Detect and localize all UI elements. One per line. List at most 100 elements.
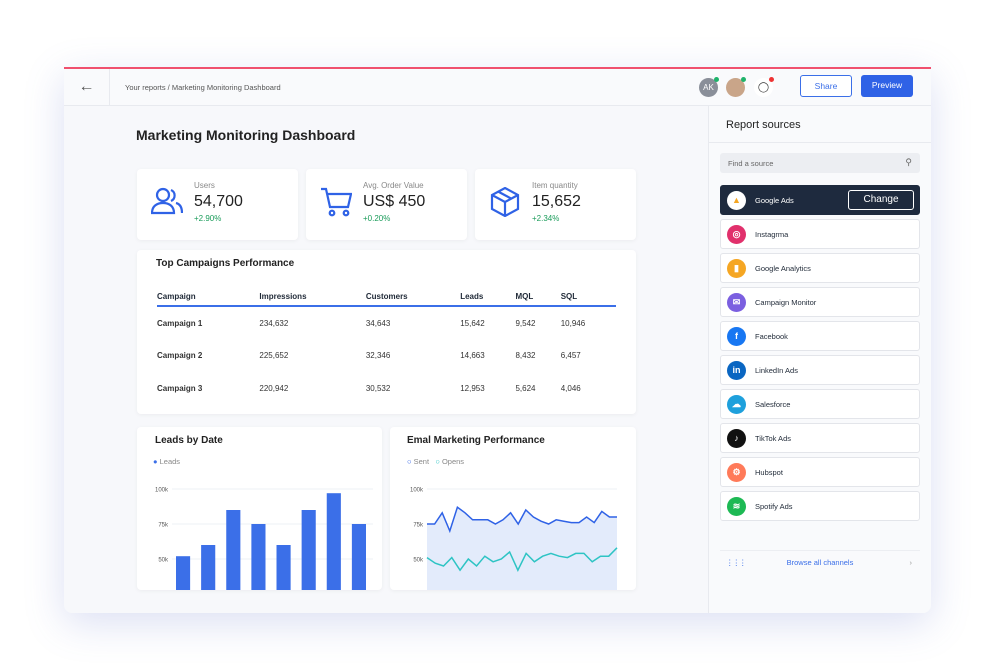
source-name: Google Analytics — [755, 264, 811, 273]
y-tick-label: 75k — [158, 523, 169, 529]
kpi-change: +0.20% — [363, 214, 391, 223]
section-title: Top Campaigns Performance — [156, 258, 295, 269]
email-line-chart: 025k50k75k100k01020304050607080910 — [410, 488, 618, 590]
source-search-input[interactable]: Find a source ⚲ — [720, 153, 920, 173]
legend-leads: ● Leads — [153, 457, 181, 466]
source-item[interactable]: f Facebook — [720, 321, 920, 351]
table-cell: Campaign 3 — [157, 384, 203, 393]
y-tick-label: 75k — [413, 523, 424, 529]
source-name: Google Ads — [755, 196, 794, 205]
breadcrumb[interactable]: Your reports / Marketing Monitoring Dash… — [125, 83, 281, 92]
kpi-value: 54,700 — [194, 193, 243, 210]
table-cell: 220,942 — [259, 384, 289, 393]
source-item[interactable]: ▮ Google Analytics — [720, 253, 920, 283]
source-item[interactable]: ✉ Campaign Monitor — [720, 287, 920, 317]
browse-all-channels-link[interactable]: ⋮⋮⋮ Browse all channels › — [720, 550, 920, 574]
table-cell: 32,346 — [365, 351, 391, 360]
legend-label: Leads — [159, 457, 181, 466]
share-button[interactable]: Share — [800, 75, 852, 97]
comments-icon[interactable]: ◯ — [754, 77, 774, 97]
bar — [201, 545, 216, 590]
kpi-order-value: Avg. Order Value US$ 450 +0.20% — [306, 169, 467, 240]
source-logo-icon: ✉ — [727, 293, 746, 312]
source-name: Hubspot — [755, 468, 783, 477]
table-cell: 10,946 — [560, 318, 586, 328]
source-name: Spotify Ads — [755, 502, 793, 511]
table-cell: 15,642 — [460, 318, 485, 328]
kpi-users: Users 54,700 +2.90% — [137, 169, 298, 240]
table-cell: 9,542 — [515, 318, 536, 328]
legend-sent: Sent — [413, 457, 430, 466]
source-name: TikTok Ads — [755, 434, 791, 443]
y-tick-label: 100k — [410, 488, 424, 494]
source-logo-icon: f — [727, 327, 746, 346]
kpi-item-quantity: Item quantity 15,652 +2.34% — [475, 169, 636, 240]
column-header: SQL — [560, 288, 616, 307]
source-name: Instagrma — [755, 230, 789, 239]
table-cell: 234,632 — [259, 318, 289, 328]
leads-bar-chart: 025k50k75k100k0105101520253001 — [155, 488, 373, 590]
chart-title: Emal Marketing Performance — [407, 435, 545, 446]
bar — [351, 524, 366, 590]
campaigns-table: Campaign Impressions Customers Leads MQL SQL C… — [157, 288, 616, 405]
source-logo-icon: ≋ — [727, 497, 746, 516]
table-cell: 5,624 — [515, 384, 536, 393]
table-cell: Campaign 2 — [157, 351, 203, 360]
column-header: Customers — [365, 288, 461, 307]
box-icon — [490, 187, 520, 217]
leads-chart-card: Leads by Date ● Leads 025k50k75k100k0105… — [137, 427, 382, 590]
table-cell: 8,432 — [515, 351, 536, 360]
change-button[interactable]: Change — [848, 190, 914, 210]
users-icon — [151, 187, 183, 215]
search-icon: ⚲ — [905, 157, 912, 167]
source-item[interactable]: ≋ Spotify Ads — [720, 491, 920, 521]
kpi-value: 15,652 — [532, 193, 581, 210]
source-item[interactable]: ⚙ Hubspot — [720, 457, 920, 487]
email-chart-card: Emal Marketing Performance ○ Sent ○ Open… — [390, 427, 636, 590]
bar — [276, 545, 291, 590]
preview-button[interactable]: Preview — [861, 75, 913, 97]
kpi-change: +2.90% — [194, 214, 222, 223]
search-placeholder: Find a source — [728, 159, 774, 168]
source-item[interactable]: ☁ Salesforce — [720, 389, 920, 419]
source-item[interactable]: ♪ TikTok Ads — [720, 423, 920, 453]
bar — [326, 493, 341, 590]
table-cell: 14,663 — [460, 351, 485, 360]
y-tick-label: 100k — [155, 488, 169, 494]
source-name: Facebook — [755, 332, 788, 341]
source-name: Campaign Monitor — [755, 298, 817, 307]
kpi-value: US$ 450 — [363, 193, 426, 210]
chevron-right-icon: › — [909, 558, 913, 567]
table-row: Campaign 2 225,652 32,346 14,663 8,432 6,457 — [157, 339, 616, 372]
series-line-opens — [426, 547, 618, 572]
avatar-photo[interactable] — [726, 77, 746, 97]
source-name: Salesforce — [755, 400, 791, 409]
grid-icon: ⋮⋮⋮ — [726, 558, 746, 567]
column-header: Leads — [460, 288, 516, 307]
sent-area — [427, 507, 617, 590]
avatar[interactable]: AK — [699, 77, 719, 97]
column-header: Impressions — [259, 288, 366, 307]
source-logo-icon: ⚙ — [727, 463, 746, 482]
table-cell: 6,457 — [560, 351, 581, 360]
series-line-sent — [427, 505, 617, 534]
back-arrow-icon[interactable]: ← — [64, 69, 110, 106]
source-logo-icon: ♪ — [727, 429, 746, 448]
source-item[interactable]: in LinkedIn Ads — [720, 355, 920, 385]
source-item[interactable]: ▲ Google Ads Change — [720, 185, 920, 215]
chart-title: Leads by Date — [155, 435, 223, 446]
column-header: Campaign — [157, 288, 260, 307]
table-row: Campaign 1 234,632 34,643 15,642 9,542 10,946 — [157, 306, 616, 339]
table-cell: 4,046 — [560, 384, 581, 393]
table-cell: 34,643 — [365, 318, 391, 328]
browse-label: Browse all channels — [786, 558, 854, 567]
kpi-change: +2.34% — [532, 214, 560, 223]
source-item[interactable]: ◎ Instagrma — [720, 219, 920, 249]
campaigns-table-card: Top Campaigns Performance Campaign Impres… — [137, 250, 636, 414]
bar — [251, 524, 266, 590]
table-cell: 12,953 — [460, 384, 485, 393]
table-cell: 225,652 — [259, 351, 289, 360]
report-sources-panel: Report sources Find a source ⚲ ▲ Google Ad… — [708, 106, 931, 613]
bar — [301, 510, 316, 590]
legend-opens: Opens — [441, 457, 465, 466]
